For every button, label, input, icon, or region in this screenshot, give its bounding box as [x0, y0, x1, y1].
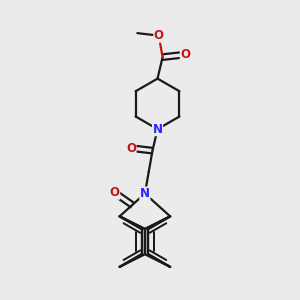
Text: O: O — [154, 29, 164, 42]
Text: N: N — [152, 123, 163, 136]
Text: N: N — [140, 187, 150, 200]
Text: O: O — [180, 48, 190, 61]
Text: O: O — [110, 186, 120, 199]
Text: O: O — [126, 142, 136, 154]
